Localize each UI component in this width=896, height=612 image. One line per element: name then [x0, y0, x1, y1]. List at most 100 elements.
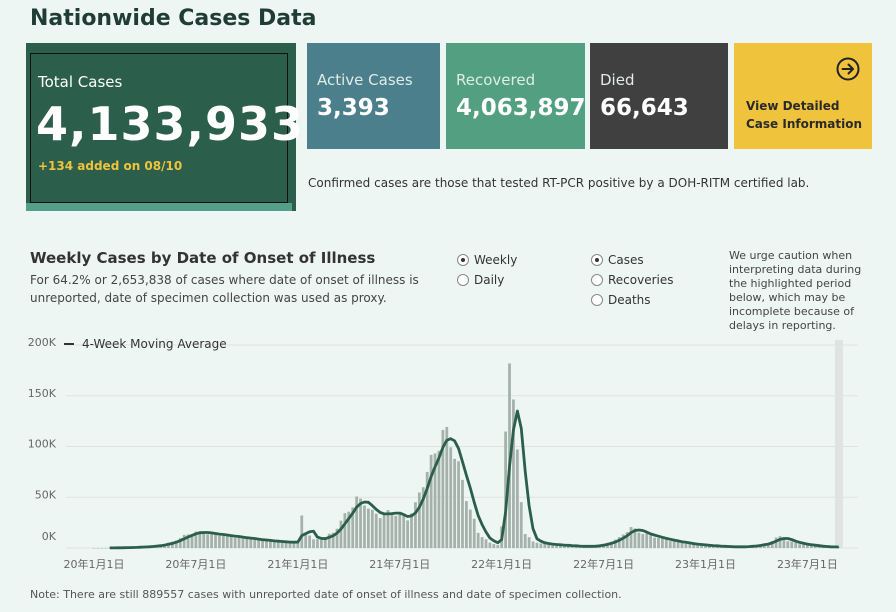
weekly-bar: [457, 461, 460, 548]
weekly-bar: [566, 545, 570, 548]
weekly-bar: [504, 431, 507, 548]
weekly-cases-chart: 0K 50K 100K 150K 200K 20年1月1日 20年7月1日 21年1月1日 21…: [28, 336, 858, 571]
chart-title: Weekly Cases by Date of Onset of Illness: [30, 249, 376, 267]
weekly-bar: [563, 545, 566, 548]
x-tick-label: 23年1月1日: [675, 557, 736, 571]
weekly-bar: [323, 537, 327, 548]
view-detailed-line1: View Detailed: [746, 99, 840, 113]
weekly-bar: [441, 429, 445, 548]
weekly-bar: [837, 547, 841, 548]
y-tick-label: 50K: [35, 488, 57, 501]
weekly-bar: [229, 536, 233, 548]
weekly-bar: [472, 518, 476, 548]
weekly-bar: [551, 544, 555, 548]
view-detailed-case-button[interactable]: View Detailed Case Information: [734, 43, 872, 149]
incomplete-period-band: [834, 340, 843, 548]
weekly-bar: [798, 544, 801, 548]
weekly-bar: [245, 538, 249, 548]
weekly-bar: [249, 539, 253, 548]
weekly-bar: [108, 547, 112, 549]
weekly-bar: [684, 543, 688, 548]
weekly-bar: [547, 544, 551, 548]
x-tick-label: 21年7月1日: [369, 557, 430, 571]
chart-subtitle: For 64.2% or 2,653,838 of cases where da…: [30, 273, 419, 305]
weekly-bar: [327, 533, 331, 548]
weekly-bar: [370, 509, 374, 548]
weekly-bar: [543, 543, 547, 548]
weekly-bar: [461, 479, 464, 548]
weekly-bar: [355, 496, 359, 548]
y-tick-label: 150K: [28, 387, 57, 400]
weekly-bar: [641, 533, 645, 548]
weekly-bar: [515, 449, 519, 548]
x-tick-label: 23年7月1日: [777, 557, 838, 571]
weekly-bar: [265, 540, 268, 548]
weekly-bar: [276, 542, 280, 548]
moving-average-line: [109, 409, 839, 550]
radio-deaths[interactable]: Deaths: [591, 293, 651, 307]
weekly-bar: [531, 541, 535, 548]
weekly-bar: [657, 538, 660, 548]
weekly-bar: [613, 539, 617, 548]
weekly-bar: [382, 513, 386, 548]
weekly-bar: [417, 492, 421, 548]
radio-weekly[interactable]: Weekly: [457, 253, 517, 267]
weekly-bar: [288, 542, 292, 548]
x-tick-label: 20年1月1日: [64, 557, 125, 571]
weekly-bar: [402, 515, 406, 548]
weekly-bar: [421, 487, 425, 548]
weekly-bar: [617, 537, 621, 548]
weekly-bar: [512, 399, 515, 548]
view-detailed-label: View Detailed Case Information: [746, 97, 862, 133]
weekly-bar: [406, 520, 409, 548]
died-value: 66,643: [600, 95, 689, 121]
weekly-bar: [770, 540, 774, 548]
weekly-bar: [692, 544, 696, 548]
weekly-bar: [233, 537, 237, 548]
weekly-bar: [257, 539, 261, 548]
confirmed-note: Confirmed cases are those that tested RT…: [308, 176, 810, 190]
weekly-bar: [351, 507, 355, 548]
weekly-bar: [374, 513, 378, 548]
weekly-bar: [817, 546, 821, 548]
weekly-bar: [218, 535, 221, 548]
radio-daily-label: Daily: [474, 273, 505, 287]
y-tick-label: 100K: [28, 438, 57, 451]
radio-recoveries[interactable]: Recoveries: [591, 273, 674, 287]
weekly-bar: [676, 541, 680, 548]
arrow-right-icon: [836, 57, 860, 81]
weekly-bar: [523, 533, 527, 548]
weekly-bar: [202, 533, 206, 548]
x-tick-label: 22年7月1日: [573, 557, 634, 571]
weekly-bar: [704, 545, 707, 548]
radio-weekly-label: Weekly: [474, 253, 518, 267]
weekly-bar: [468, 509, 472, 548]
weekly-bar: [394, 515, 398, 548]
weekly-bar: [790, 541, 794, 548]
weekly-bar: [496, 545, 500, 548]
weekly-bar: [445, 426, 449, 548]
weekly-bar: [174, 540, 178, 548]
weekly-bar: [206, 534, 210, 548]
view-detailed-line2: Case Information: [746, 117, 862, 131]
weekly-bar: [649, 535, 653, 548]
weekly-bar: [269, 540, 272, 548]
weekly-bar: [253, 538, 257, 548]
x-tick-label: 21年1月1日: [267, 557, 328, 571]
radio-cases-label: Cases: [608, 253, 644, 267]
weekly-bar: [633, 528, 637, 548]
chart-legend: 4-Week Moving Average: [64, 337, 227, 351]
weekly-bar: [610, 541, 613, 548]
page-title: Nationwide Cases Data: [30, 6, 317, 31]
weekly-bar: [806, 544, 809, 548]
weekly-bar: [813, 546, 817, 548]
radio-daily[interactable]: Daily: [457, 273, 504, 287]
radio-cases[interactable]: Cases: [591, 253, 644, 267]
weekly-bar: [359, 498, 362, 548]
weekly-bar: [539, 543, 543, 548]
weekly-bar: [437, 450, 441, 548]
weekly-bar: [316, 539, 319, 548]
weekly-bar: [668, 541, 672, 548]
weekly-bar: [398, 513, 402, 548]
weekly-bar: [261, 540, 264, 548]
